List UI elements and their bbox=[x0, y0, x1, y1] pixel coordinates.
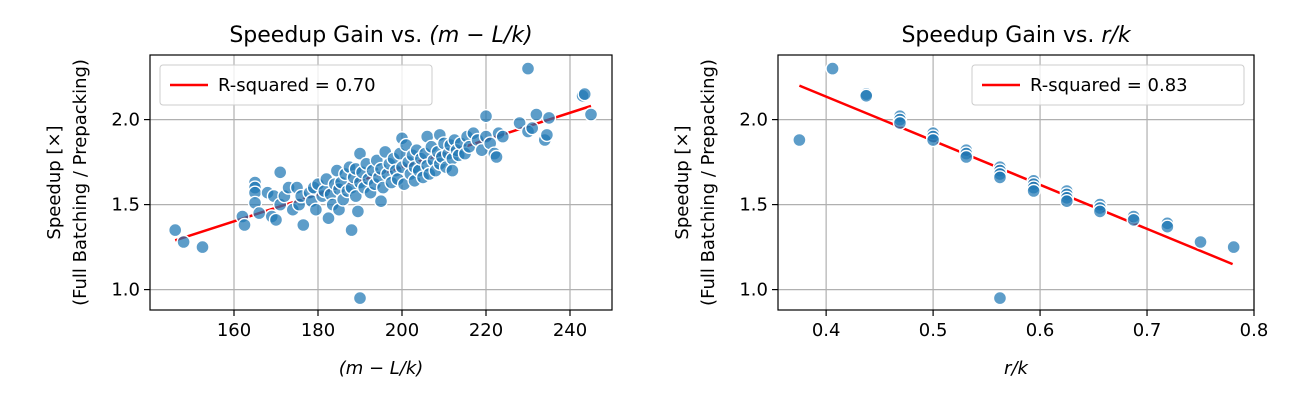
data-point bbox=[489, 149, 504, 165]
x-tick-label: 0.5 bbox=[919, 320, 948, 341]
data-point bbox=[445, 163, 460, 178]
chart-title: Speedup Gain vs. (m − L/k) bbox=[229, 23, 532, 48]
fit-line-group bbox=[798, 84, 1234, 266]
x-tick-label: 200 bbox=[385, 320, 419, 341]
data-points bbox=[167, 61, 599, 306]
data-point bbox=[792, 132, 807, 148]
x-axis-label: r/k bbox=[1004, 358, 1029, 379]
data-point bbox=[1193, 234, 1208, 250]
x-axis-label: (m − L/k) bbox=[339, 358, 424, 379]
data-point bbox=[583, 107, 599, 122]
legend: R-squared = 0.70 bbox=[159, 64, 433, 106]
y-tick-label: 1.0 bbox=[111, 280, 140, 301]
plot-frame bbox=[149, 54, 613, 311]
data-point bbox=[1126, 212, 1141, 228]
data-point bbox=[1226, 239, 1241, 255]
data-point bbox=[859, 88, 874, 104]
data-point bbox=[478, 108, 494, 124]
data-point bbox=[195, 239, 210, 255]
data-point bbox=[237, 217, 252, 233]
data-point bbox=[529, 107, 544, 122]
y-axis-label-line-1: Speedup [×] bbox=[672, 125, 693, 239]
x-tick-label: 0.6 bbox=[1026, 320, 1055, 341]
data-point bbox=[495, 129, 510, 144]
data-point bbox=[992, 290, 1008, 306]
data-point bbox=[512, 115, 527, 131]
y-axis-label-line-1: Speedup [×] bbox=[44, 125, 65, 239]
data-point bbox=[541, 110, 557, 126]
data-point bbox=[825, 61, 840, 76]
y-axis-label-line-2: (Full Batching / Prepacking) bbox=[698, 59, 719, 306]
y-tick-label: 1.0 bbox=[739, 280, 768, 301]
x-tick-label: 240 bbox=[553, 320, 587, 341]
x-tick-label: 220 bbox=[469, 320, 503, 341]
legend-box bbox=[971, 64, 1245, 106]
data-point bbox=[1092, 204, 1108, 219]
data-point bbox=[348, 188, 363, 204]
data-point bbox=[344, 222, 359, 238]
data-point bbox=[273, 165, 288, 180]
legend-label: R-squared = 0.83 bbox=[1030, 75, 1188, 96]
data-points bbox=[792, 61, 1241, 306]
x-tick-label: 180 bbox=[301, 320, 335, 341]
x-tick-label: 160 bbox=[217, 320, 251, 341]
chart-title: Speedup Gain vs. r/k bbox=[901, 23, 1131, 48]
data-point bbox=[992, 170, 1008, 185]
data-point bbox=[1160, 219, 1175, 234]
x-tick-label: 0.8 bbox=[1240, 320, 1269, 341]
data-point bbox=[1026, 183, 1041, 199]
tick-marks: 0.4 0.5 0.6 0.7 0.8 1.0 1.5 2.0 bbox=[739, 110, 1268, 341]
data-point bbox=[321, 210, 336, 226]
legend-label: R-squared = 0.70 bbox=[218, 75, 376, 96]
data-point bbox=[373, 193, 389, 209]
data-point bbox=[350, 204, 366, 219]
data-point bbox=[525, 120, 540, 136]
data-point bbox=[539, 127, 555, 143]
legend: R-squared = 0.83 bbox=[971, 64, 1245, 106]
tick-marks: 160 180 200 220 240 1.0 1.5 2.0 bbox=[111, 110, 587, 341]
y-tick-label: 2.0 bbox=[739, 110, 768, 131]
legend-box bbox=[159, 64, 433, 106]
chart-title-prefix: Speedup Gain vs. bbox=[901, 23, 1101, 48]
y-tick-label: 1.5 bbox=[739, 195, 768, 216]
data-point bbox=[268, 212, 284, 228]
data-point bbox=[925, 132, 941, 148]
chart-title-prefix: Speedup Gain vs. bbox=[229, 23, 429, 48]
data-point bbox=[520, 61, 536, 76]
regression-line bbox=[798, 84, 1234, 266]
data-point bbox=[296, 217, 311, 233]
y-tick-label: 1.5 bbox=[111, 195, 140, 216]
data-point bbox=[577, 86, 592, 102]
plot-frame bbox=[777, 54, 1255, 311]
y-axis-label-line-2: (Full Batching / Prepacking) bbox=[70, 59, 91, 306]
data-point bbox=[176, 234, 191, 250]
data-point bbox=[892, 115, 908, 131]
right-chart: 0.4 0.5 0.6 0.7 0.8 1.0 1.5 2.0 R-squared = 0.8… bbox=[672, 23, 1268, 379]
data-point bbox=[959, 149, 974, 165]
x-tick-label: 0.4 bbox=[812, 320, 841, 341]
data-point bbox=[1059, 193, 1075, 209]
data-point bbox=[308, 202, 324, 217]
data-point bbox=[167, 222, 183, 238]
chart-title-math: r/k bbox=[1101, 23, 1131, 48]
data-point bbox=[352, 146, 368, 161]
y-tick-label: 2.0 bbox=[111, 110, 140, 131]
left-chart: 160 180 200 220 240 1.0 1.5 2.0 R-squared = 0.7… bbox=[44, 23, 613, 379]
data-point bbox=[252, 205, 267, 221]
chart-title-math: (m − L/k) bbox=[429, 23, 532, 48]
x-tick-label: 0.7 bbox=[1133, 320, 1162, 341]
data-point bbox=[352, 290, 368, 306]
